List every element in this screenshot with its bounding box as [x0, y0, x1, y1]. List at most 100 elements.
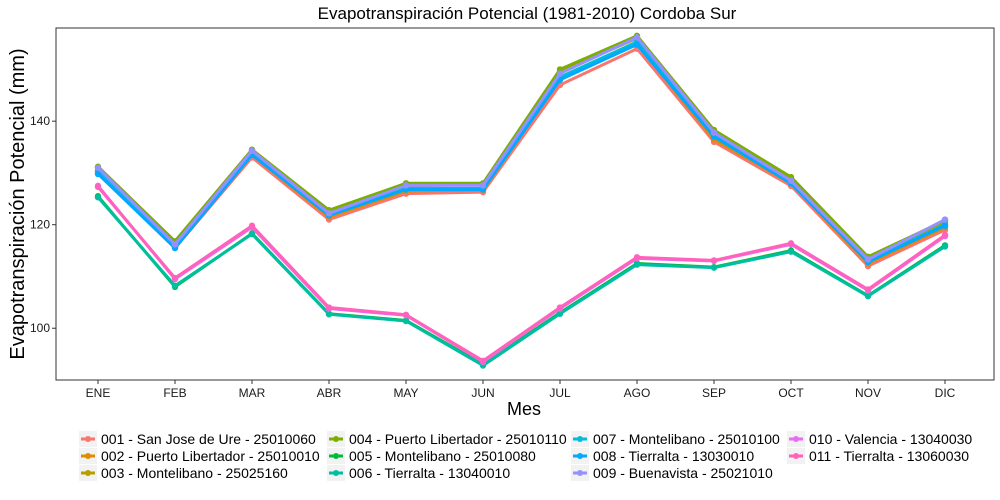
- series-line: [96, 185, 946, 363]
- x-tick-label: ABR: [317, 386, 342, 400]
- data-point: [787, 177, 795, 184]
- data-point: [325, 311, 333, 318]
- data-point: [710, 129, 718, 136]
- x-tick-label: ENE: [86, 386, 111, 400]
- y-tick-label: 100: [30, 321, 50, 335]
- legend-key-point: [793, 453, 799, 459]
- series-line: [96, 43, 946, 264]
- data-point: [402, 182, 410, 189]
- x-tick-label: SEP: [702, 386, 726, 400]
- x-tick-label: AGO: [624, 386, 651, 400]
- data-point: [710, 264, 718, 271]
- legend-key-point: [333, 453, 339, 459]
- data-point: [94, 194, 102, 201]
- data-point: [633, 254, 641, 261]
- plot-panel: [55, 27, 995, 381]
- data-point: [633, 261, 641, 268]
- legend-label: 005 - Montelibano - 25010080: [349, 448, 536, 464]
- data-point: [325, 210, 333, 217]
- x-tick-label: OCT: [778, 386, 804, 400]
- x-tick-label: FEB: [163, 386, 186, 400]
- data-point: [864, 256, 872, 263]
- legend-key-point: [333, 436, 339, 442]
- legend-label: 011 - Tierralta - 13060030: [809, 448, 969, 464]
- data-point: [171, 282, 179, 289]
- data-point: [94, 164, 102, 171]
- legend-item: 001 - San Jose de Ure - 25010060: [79, 431, 316, 447]
- y-axis-title: Evapotranspiración Potencial (mm): [7, 48, 29, 359]
- series-9: [94, 34, 949, 263]
- data-point: [556, 304, 564, 311]
- data-point: [710, 257, 718, 264]
- legend-label: 008 - Tierralta - 13030010: [593, 448, 754, 464]
- legend-label: 003 - Montelibano - 25025160: [101, 465, 288, 481]
- legend-key-point: [85, 470, 91, 476]
- series-line: [96, 35, 946, 261]
- y-axis: 100 120 140: [30, 114, 56, 335]
- data-point: [248, 230, 256, 238]
- data-point: [633, 41, 641, 48]
- legend-key-point: [577, 436, 583, 442]
- x-tick-label: JUL: [549, 386, 571, 400]
- data-point: [556, 70, 564, 77]
- data-point: [941, 222, 949, 229]
- x-tick-label: JUN: [471, 386, 494, 400]
- legend-key-point: [333, 470, 339, 476]
- data-point: [941, 243, 949, 250]
- data-point: [402, 317, 410, 325]
- chart-title: Evapotranspiración Potencial (1981-2010)…: [318, 4, 737, 23]
- data-point: [325, 304, 333, 311]
- legend-key-point: [85, 453, 91, 459]
- y-tick-label: 140: [30, 114, 50, 128]
- data-point: [941, 231, 949, 239]
- x-axis: ENE FEB MAR ABR MAY JUN JUL AGO SEP OCT NOV DIC: [86, 380, 956, 400]
- legend-item: 008 - Tierralta - 13030010: [571, 448, 754, 464]
- data-point: [94, 183, 102, 191]
- legend-item: 002 - Puerto Libertador - 25010010: [79, 448, 320, 464]
- legend-item: 009 - Buenavista - 25021010: [571, 465, 773, 481]
- legend-label: 006 - Tierralta - 13040010: [349, 465, 510, 481]
- data-point: [94, 170, 102, 178]
- legend-key-point: [793, 436, 799, 442]
- legend-item: 011 - Tierralta - 13060030: [787, 448, 969, 464]
- legend-item: 007 - Montelibano - 25010100: [571, 431, 780, 447]
- legend-label: 002 - Puerto Libertador - 25010010: [101, 448, 320, 464]
- data-point: [248, 222, 256, 229]
- x-tick-label: MAY: [393, 386, 418, 400]
- data-point: [479, 182, 487, 189]
- data-point: [787, 240, 795, 247]
- legend-label: 010 - Valencia - 13040030: [809, 431, 972, 447]
- data-point: [864, 292, 872, 300]
- data-point: [556, 310, 564, 317]
- legend-item: 006 - Tierralta - 13040010: [327, 465, 510, 481]
- legend-label: 009 - Buenavista - 25021010: [593, 465, 773, 481]
- legend-item: 003 - Montelibano - 25025160: [79, 465, 288, 481]
- legend-item: 010 - Valencia - 13040030: [787, 431, 972, 447]
- data-point: [864, 286, 872, 293]
- legend-item: 004 - Puerto Libertador - 25010110: [327, 431, 567, 447]
- data-point: [941, 216, 949, 223]
- legend-label: 001 - San Jose de Ure - 25010060: [101, 431, 316, 447]
- legend-label: 007 - Montelibano - 25010100: [593, 431, 780, 447]
- x-tick-label: MAR: [239, 386, 266, 400]
- legend-key-point: [85, 436, 91, 442]
- data-point: [479, 357, 487, 365]
- legend-key-point: [577, 470, 583, 476]
- legend-item: 005 - Montelibano - 25010080: [327, 448, 536, 464]
- data-point: [171, 241, 179, 248]
- x-tick-label: DIC: [935, 386, 956, 400]
- series-11: [94, 183, 949, 365]
- legend-key-point: [577, 453, 583, 459]
- x-axis-title: Mes: [507, 399, 541, 419]
- data-point: [787, 248, 795, 255]
- data-point: [248, 147, 256, 154]
- legend-label: 004 - Puerto Libertador - 25010110: [349, 431, 567, 447]
- series-line: [96, 196, 946, 368]
- x-tick-label: NOV: [855, 386, 881, 400]
- data-point: [402, 311, 410, 318]
- data-point: [633, 34, 641, 41]
- series-layer: [94, 32, 949, 369]
- y-tick-label: 120: [30, 218, 50, 232]
